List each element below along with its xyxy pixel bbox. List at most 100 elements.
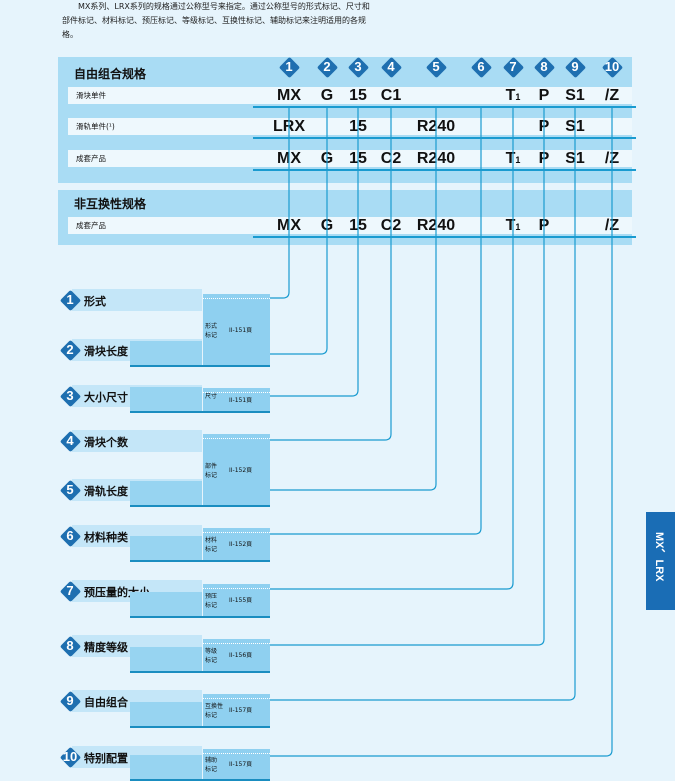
- row-label: 成套产品: [76, 154, 106, 163]
- row-strip: [68, 87, 632, 104]
- item-band-shadow: [130, 536, 202, 560]
- code-4: C1: [380, 87, 402, 104]
- connector-line-9: [270, 106, 576, 701]
- box-underline: [130, 726, 270, 728]
- item-label-4: 滑块个数: [84, 436, 128, 449]
- column-number-1: 1: [278, 56, 300, 78]
- column-number-3: 3: [347, 56, 369, 78]
- column-number-8: 8: [533, 56, 555, 78]
- connector-line-3: [270, 106, 359, 397]
- dotted-divider: [203, 588, 270, 589]
- item-number-7: 7: [59, 580, 81, 602]
- code-10: /Z: [604, 87, 620, 104]
- item-band: [72, 289, 202, 311]
- reference-mark: 材料 标记: [205, 537, 218, 553]
- side-tab-label: MX、LRX: [653, 532, 665, 582]
- reference-page-link[interactable]: II-151頁: [229, 326, 253, 334]
- column-number-2: 2: [316, 56, 338, 78]
- reference-box: [203, 294, 270, 367]
- item-band-shadow: [130, 341, 202, 365]
- box-underline: [130, 560, 270, 562]
- row-strip: [68, 150, 632, 167]
- connector-line-8: [270, 106, 545, 646]
- row-strip: [68, 118, 632, 135]
- reference-mark: 部件 标记: [205, 462, 218, 479]
- column-number-7: 7: [502, 56, 524, 78]
- row-label: 成套产品: [76, 221, 106, 230]
- item-number-8: 8: [59, 635, 81, 657]
- reference-page-link[interactable]: II-156頁: [229, 652, 253, 659]
- dotted-divider: [203, 298, 270, 299]
- column-number-4: 4: [380, 56, 402, 78]
- connector-line-6: [270, 106, 482, 535]
- box-underline: [130, 411, 270, 413]
- row-label: 滑块单件: [76, 91, 106, 100]
- reference-page-link[interactable]: II-155頁: [229, 597, 253, 604]
- item-band: [72, 430, 202, 452]
- connector-line-2: [270, 106, 328, 355]
- reference-page-link[interactable]: II-152頁: [229, 466, 253, 474]
- item-number-5: 5: [59, 479, 81, 501]
- dotted-divider: [203, 438, 270, 439]
- reference-mark: 预压 标记: [205, 593, 218, 609]
- item-label-8: 精度等级: [84, 641, 128, 654]
- section1-title: 自由组合规格: [74, 67, 147, 81]
- reference-page-link[interactable]: II-157頁: [229, 761, 253, 768]
- box-underline: [130, 365, 270, 367]
- code-7: T1: [505, 217, 521, 234]
- box-underline: [130, 505, 270, 507]
- box-underline: [130, 616, 270, 618]
- dotted-divider: [203, 643, 270, 644]
- side-tab-mx-lrx[interactable]: MX、LRX: [646, 512, 675, 610]
- item-label-6: 材料种类: [84, 531, 128, 544]
- item-label-3: 大小尺寸: [84, 391, 128, 404]
- reference-page-link[interactable]: II-157頁: [229, 707, 253, 714]
- dotted-divider: [203, 532, 270, 533]
- code-8: P: [538, 87, 550, 104]
- code-9: S1: [565, 87, 585, 104]
- reference-mark: 互换性 标记: [205, 703, 224, 719]
- item-number-6: 6: [59, 525, 81, 547]
- column-number-6: 6: [470, 56, 492, 78]
- item-label-2: 滑块长度: [84, 345, 128, 358]
- item-label-10: 特别配置: [84, 752, 128, 765]
- item-band-shadow: [130, 387, 202, 411]
- item-number-10: 10: [59, 746, 81, 768]
- code-2: G: [320, 87, 334, 104]
- item-number-3: 3: [59, 385, 81, 407]
- item-number-9: 9: [59, 690, 81, 712]
- dotted-divider: [203, 753, 270, 754]
- row-strip: [68, 217, 632, 234]
- reference-mark: 等级 标记: [205, 648, 218, 664]
- connector-line-1: [270, 106, 290, 299]
- connector-line-4: [270, 106, 392, 441]
- code-3: 15: [349, 87, 367, 104]
- connector-line-10: [270, 106, 613, 757]
- reference-page-link[interactable]: II-152頁: [229, 541, 253, 548]
- column-number-5: 5: [425, 56, 447, 78]
- row-label: 滑轨单件(¹): [76, 122, 115, 131]
- section2-title: 非互换性规格: [74, 197, 147, 211]
- intro-text: MX系列、LRX系列的规格通过公称型号来指定。通过公称型号的形式标记、尺寸和部件…: [62, 2, 370, 39]
- dotted-divider: [203, 698, 270, 699]
- item-number-2: 2: [59, 339, 81, 361]
- item-band-shadow: [130, 481, 202, 505]
- item-band-shadow: [130, 647, 202, 671]
- item-number-4: 4: [59, 430, 81, 452]
- dotted-divider: [203, 392, 270, 393]
- connector-line-5: [270, 106, 437, 491]
- code-1: MX: [277, 87, 301, 104]
- item-label-5: 滑轨长度: [84, 485, 128, 498]
- column-number-10: 10: [601, 56, 623, 78]
- item-band-shadow: [130, 702, 202, 726]
- code-7: T1: [505, 87, 521, 104]
- reference-page-link[interactable]: II-151頁: [229, 396, 253, 404]
- box-underline: [130, 671, 270, 673]
- item-label-1: 形式: [84, 295, 106, 308]
- item-band-shadow: [130, 592, 202, 616]
- code-7: T1: [505, 150, 521, 167]
- item-number-1: 1: [59, 289, 81, 311]
- connector-line-7: [270, 106, 514, 590]
- column-number-9: 9: [564, 56, 586, 78]
